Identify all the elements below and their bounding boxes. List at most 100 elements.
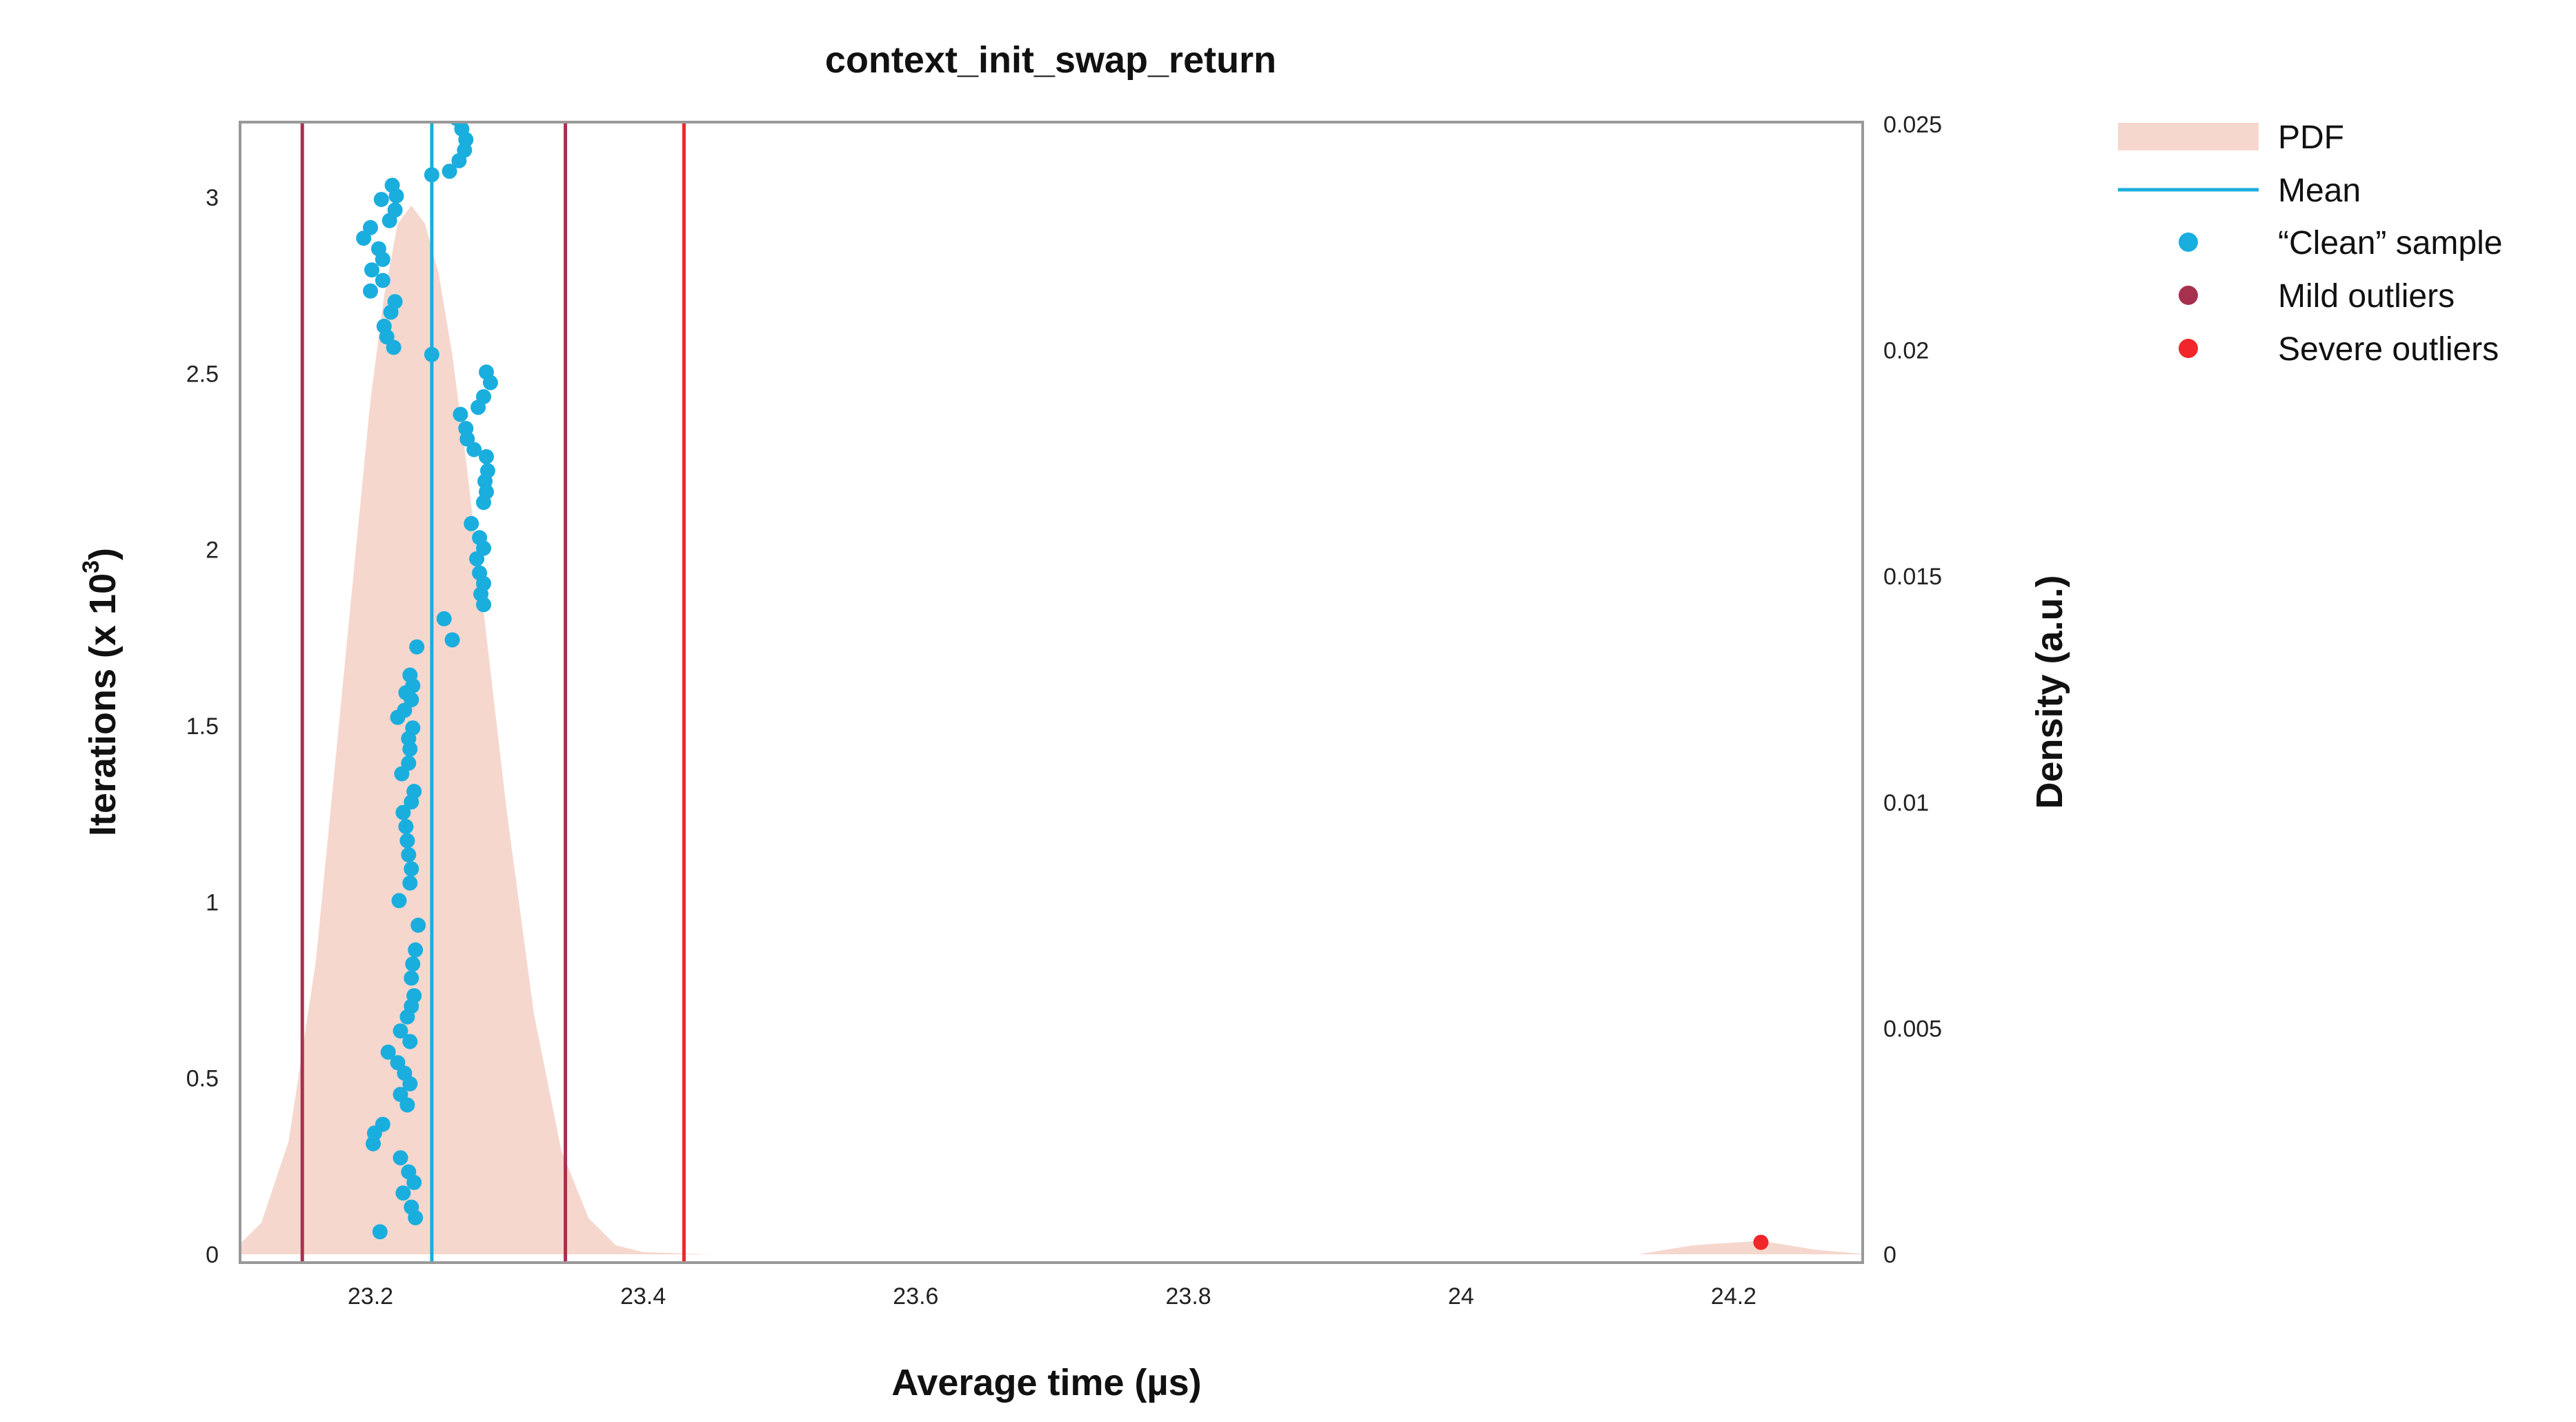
y-left-axis-title-main: Iterations (x 10	[82, 573, 123, 836]
y-right-tick-label: 0.005	[1883, 1016, 1942, 1042]
legend-item: PDF	[2118, 119, 2344, 156]
plot-area	[240, 122, 1863, 1263]
scatter-point	[464, 515, 479, 531]
scatter-point	[398, 819, 414, 835]
svg-text:Iterations (x 103): Iterations (x 103)	[78, 548, 123, 836]
x-tick-label: 23.4	[620, 1283, 666, 1310]
y-left-tick-label: 0.5	[186, 1066, 219, 1092]
scatter-point	[472, 530, 488, 546]
scatter-point	[399, 833, 415, 849]
scatter-point	[406, 988, 422, 1004]
scatter-point	[393, 1023, 408, 1039]
scatter-point	[479, 448, 494, 464]
legend: PDF Mean “Clean” sample Mild outliers Severe…	[2118, 119, 2502, 368]
plot-frame	[239, 121, 1864, 1264]
scatter-point	[402, 875, 418, 891]
scatter-point	[404, 861, 419, 877]
scatter-point	[444, 632, 460, 648]
legend-label: PDF	[2278, 119, 2344, 156]
y-left-tick-label: 2	[206, 537, 219, 564]
y-left-axis-title-exponent: 3	[78, 560, 104, 573]
legend-dot-swatch	[2179, 339, 2198, 358]
legend-label: Severe outliers	[2278, 331, 2499, 368]
scatter-point	[458, 421, 474, 436]
series-0	[356, 122, 498, 1240]
y-left-tick-label: 0	[206, 1242, 219, 1268]
scatter-point	[406, 784, 422, 799]
scatter-point	[1753, 1234, 1769, 1250]
legend-item: “Clean” sample	[2179, 225, 2502, 261]
scatter-point	[391, 893, 407, 909]
y-right-axis-ticks: 0 0.005 0.01 0.015 0.02 0.025	[1883, 112, 1942, 1268]
scatter-point	[387, 202, 403, 218]
scatter-point	[393, 1087, 408, 1103]
y-right-tick-label: 0	[1883, 1242, 1896, 1268]
y-left-tick-label: 3	[206, 185, 219, 211]
scatter-point	[402, 667, 418, 683]
legend-label: Mild outliers	[2278, 278, 2455, 315]
x-tick-label: 24	[1448, 1283, 1474, 1310]
x-tick-label: 23.2	[348, 1283, 393, 1310]
scatter-point	[395, 1185, 411, 1201]
scatter-point	[393, 1150, 408, 1166]
series-2	[1753, 1234, 1769, 1250]
scatter-point	[410, 918, 426, 933]
scatter-point	[453, 406, 468, 422]
scatter-point	[387, 294, 403, 310]
scatter-point	[402, 1034, 418, 1049]
scatter-point	[479, 364, 494, 380]
scatter-point	[404, 1199, 419, 1215]
scatter-point	[449, 122, 464, 126]
x-tick-label: 24.2	[1711, 1283, 1756, 1310]
legend-item: Mean	[2118, 172, 2361, 209]
scatter-point	[409, 639, 425, 655]
scatter-point	[372, 1224, 388, 1240]
scatter-point	[363, 283, 378, 299]
y-right-axis-title: Density (a.u.)	[2029, 575, 2070, 809]
scatter-point	[476, 389, 491, 404]
legend-dot-swatch	[2179, 286, 2198, 305]
y-left-tick-label: 1	[206, 889, 219, 916]
legend-dot-swatch	[2179, 233, 2198, 252]
scatter-point	[401, 756, 417, 771]
legend-item: Severe outliers	[2179, 331, 2499, 368]
scatter-point	[401, 1164, 417, 1180]
scatter-point	[405, 956, 421, 972]
y-left-axis-title: Iterations (x 103)	[78, 548, 123, 836]
y-right-axis-title-text: Density (a.u.)	[2029, 575, 2070, 809]
legend-item: Mild outliers	[2179, 278, 2455, 315]
scatter-point	[390, 1055, 406, 1071]
x-tick-label: 23.6	[893, 1283, 938, 1310]
scatter-point	[395, 804, 411, 820]
scatter-point	[442, 164, 457, 179]
scatter-point	[479, 463, 495, 479]
x-axis-ticks: 23.2 23.4 23.6 23.8 24 24.2	[348, 1283, 1756, 1310]
scatter-point	[401, 847, 417, 862]
scatter-point	[375, 273, 390, 288]
y-right-tick-label: 0.02	[1883, 338, 1929, 364]
scatter-point	[375, 1116, 390, 1132]
y-left-axis-title-close: )	[82, 548, 123, 560]
scatter-point	[436, 611, 452, 626]
scatter-point	[424, 167, 439, 183]
scatter-point	[404, 970, 419, 986]
legend-label: “Clean” sample	[2278, 225, 2502, 261]
scatter-point	[408, 942, 424, 958]
x-tick-label: 23.8	[1166, 1283, 1211, 1310]
scatter-point	[405, 720, 421, 736]
scatter-point	[424, 346, 439, 362]
y-left-tick-label: 2.5	[186, 361, 219, 387]
y-left-axis-ticks: 0 0.5 1 1.5 2 2.5 3	[186, 185, 219, 1268]
pdf-area	[240, 205, 1863, 1254]
y-right-tick-label: 0.015	[1883, 564, 1942, 590]
scatter-point	[380, 1044, 396, 1060]
plot-inner	[240, 122, 1863, 1263]
legend-pdf-swatch	[2118, 123, 2259, 150]
x-axis-title: Average time (µs)	[891, 1362, 1201, 1403]
y-right-tick-label: 0.025	[1883, 112, 1942, 138]
scatter-point	[373, 192, 389, 208]
scatter-point	[472, 565, 488, 581]
scatter-point	[370, 241, 386, 257]
